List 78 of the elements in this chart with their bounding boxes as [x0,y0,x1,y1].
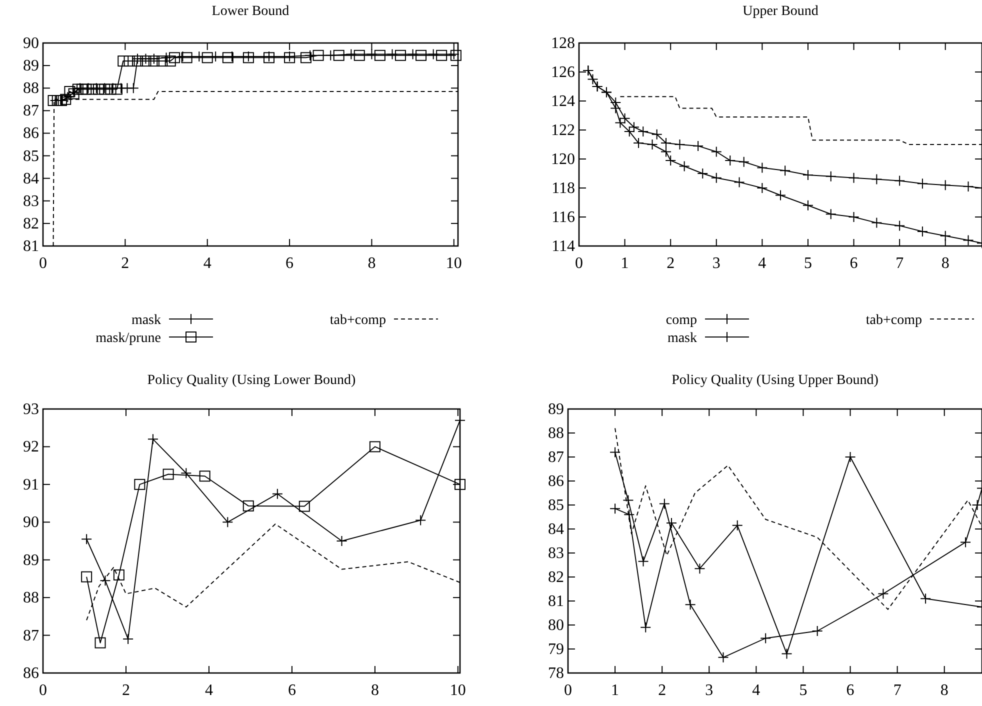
y-tick-label: 128 [551,35,575,52]
y-tick-label: 80 [548,617,564,634]
x-tick-label: 4 [758,255,766,272]
chart-title: Upper Bound [742,4,818,19]
y-tick-label: 89 [548,401,564,418]
x-tick-label: 2 [122,682,130,699]
y-tick-label: 91 [23,476,39,494]
x-tick-label: 0 [39,682,47,699]
x-tick-label: 8 [370,682,379,699]
y-tick-label: 82 [23,215,39,232]
y-tick-label: 88 [23,80,39,98]
y-tick-label: 85 [548,497,564,514]
legend-label: tab+comp [330,313,386,328]
x-tick-label: 4 [203,255,212,272]
x-tick-label: 1 [620,255,629,272]
x-tick-label: 4 [204,682,213,699]
x-tick-label: 0 [39,255,47,272]
x-tick-label: 10 [450,682,466,699]
y-tick-label: 81 [548,593,564,610]
y-tick-label: 87 [548,449,564,466]
y-tick-label: 118 [552,180,575,197]
y-tick-label: 87 [23,627,39,644]
y-tick-label: 90 [23,514,39,532]
chart-title: Policy Quality (Using Lower Bound) [147,373,356,388]
x-tick-label: 6 [846,682,854,699]
x-tick-label: 3 [705,682,714,699]
x-tick-label: 6 [286,255,294,272]
y-tick-label: 122 [551,122,575,139]
y-tick-label: 89 [23,552,39,569]
x-tick-label: 5 [799,682,808,699]
x-tick-label: 8 [940,682,948,699]
x-tick-label: 3 [712,255,720,272]
y-tick-label: 84 [548,521,564,538]
y-tick-label: 88 [548,425,564,442]
x-tick-label: 6 [288,682,296,699]
legend-label: mask/prune [96,331,161,346]
y-tick-label: 83 [23,192,39,210]
y-tick-label: 83 [548,545,564,562]
legend-label: mask [667,331,697,346]
y-tick-label: 90 [23,35,39,52]
y-tick-label: 86 [23,125,39,142]
y-tick-label: 81 [23,238,39,255]
x-tick-label: 0 [564,682,572,699]
y-tick-label: 124 [551,93,575,110]
x-tick-label: 6 [850,255,858,272]
y-tick-label: 78 [548,665,564,682]
x-tick-label: 8 [368,255,376,272]
chart-title: Lower Bound [212,4,290,19]
x-tick-label: 7 [896,255,904,272]
y-tick-label: 126 [551,64,575,81]
x-tick-label: 2 [658,682,666,699]
y-tick-label: 87 [23,102,39,120]
y-tick-label: 85 [23,148,39,165]
y-tick-label: 114 [552,238,575,255]
legend-label: mask [131,313,161,328]
y-tick-label: 93 [23,401,39,418]
x-tick-label: 1 [611,682,620,699]
legend-label: tab+comp [866,313,922,328]
y-tick-label: 79 [548,641,564,658]
y-tick-label: 116 [552,209,575,226]
y-tick-label: 84 [23,170,39,188]
x-tick-label: 10 [446,255,462,272]
legend-label: comp [666,313,697,328]
y-tick-label: 86 [548,473,564,490]
y-tick-label: 88 [23,590,39,607]
x-tick-label: 4 [752,682,760,699]
chart-title: Policy Quality (Using Upper Bound) [672,373,879,388]
y-tick-label: 86 [23,665,39,682]
y-tick-label: 89 [23,58,39,75]
y-tick-label: 82 [548,569,564,586]
x-tick-label: 2 [666,255,675,272]
x-tick-label: 0 [575,255,583,272]
x-tick-label: 2 [121,255,130,272]
y-tick-label: 120 [551,151,575,168]
x-tick-label: 7 [893,682,902,699]
y-tick-label: 92 [23,438,39,456]
x-tick-label: 5 [804,255,812,272]
x-tick-label: 8 [941,255,950,272]
